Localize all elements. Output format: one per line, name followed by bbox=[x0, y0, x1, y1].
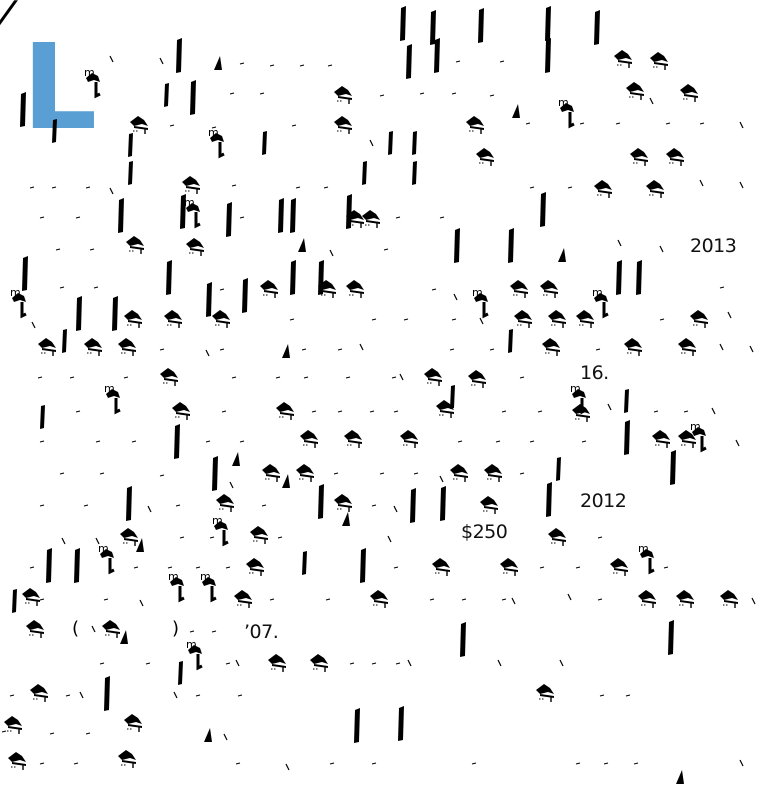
fragment-number-16: 16. bbox=[580, 362, 609, 384]
fragment-year-2012: 2012 bbox=[580, 490, 627, 512]
fragment-year-07: ’07. bbox=[244, 621, 279, 643]
fragment-price-250: $250 bbox=[461, 521, 508, 543]
fragment-year-2013: 2013 bbox=[690, 235, 737, 257]
svg-text:(: ( bbox=[72, 618, 79, 639]
svg-text:): ) bbox=[172, 618, 179, 639]
drop-cap-letter: L bbox=[22, 18, 97, 156]
